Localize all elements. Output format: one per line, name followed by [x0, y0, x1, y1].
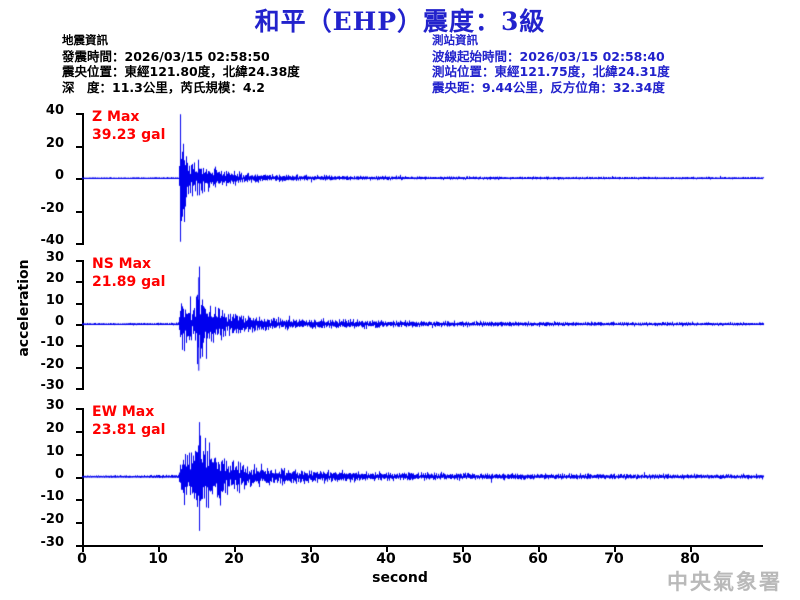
- x-tick: [158, 545, 160, 552]
- x-tick-label: 40: [376, 551, 396, 567]
- x-axis-label: second: [372, 570, 428, 586]
- x-tick: [386, 545, 389, 552]
- x-tick: [690, 545, 693, 552]
- x-tick: [310, 545, 312, 552]
- x-tick-label: 0: [77, 551, 87, 567]
- x-tick: [234, 545, 236, 552]
- x-tick: [462, 545, 465, 552]
- x-tick-label: 70: [604, 551, 624, 567]
- x-tick: [538, 545, 541, 552]
- x-tick-label: 60: [528, 551, 548, 567]
- x-tick-label: 50: [452, 551, 472, 567]
- x-axis-line: [82, 545, 763, 547]
- x-tick: [614, 545, 617, 552]
- x-tick-label: 20: [224, 551, 244, 567]
- agency-watermark: 中央氣象署: [667, 569, 782, 594]
- x-tick-label: 30: [300, 551, 320, 567]
- x-tick: [82, 545, 84, 552]
- x-tick-label: 80: [680, 551, 700, 567]
- x-tick-label: 10: [148, 551, 168, 567]
